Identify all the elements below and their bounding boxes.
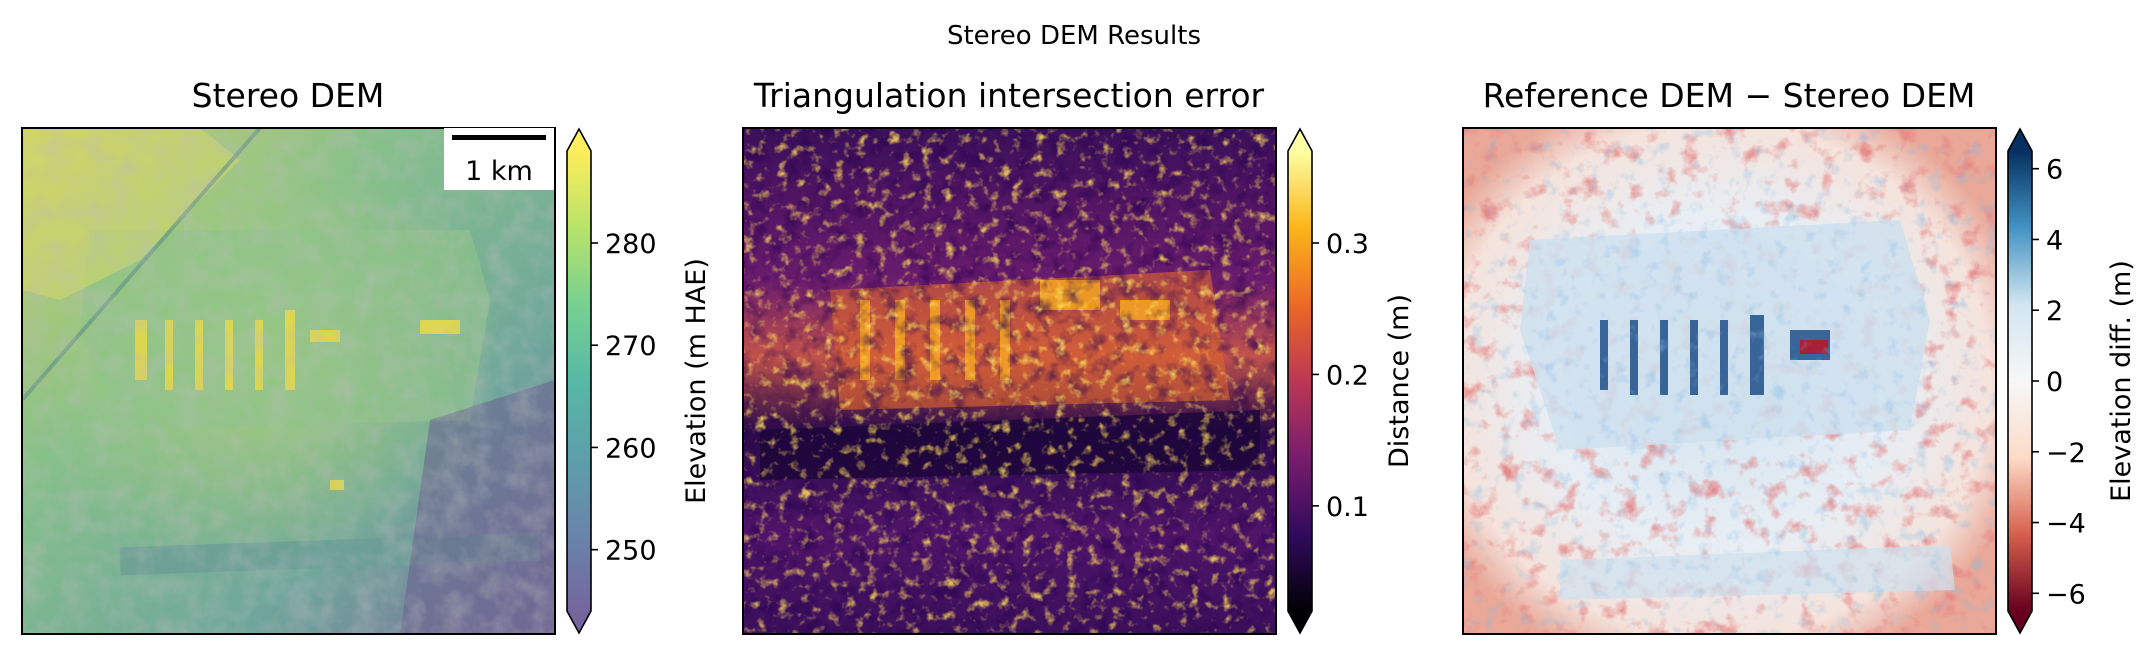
colorbar-extend-max [567, 129, 591, 151]
colorbar-extend-max [1288, 129, 1312, 151]
intersection-error-frame [742, 127, 1277, 635]
colorbar-outline [1287, 127, 1313, 635]
colorbar-outline [566, 127, 592, 635]
colorbar-tick-label: 270 [605, 331, 657, 362]
colorbar-extend-max [2008, 129, 2032, 151]
dem-difference-image [1463, 128, 1996, 634]
stereo-dem-image [22, 128, 555, 634]
colorbar-tick-label: 260 [605, 433, 657, 464]
scalebar-label: 1 km [465, 156, 533, 187]
intersection-error-image [743, 128, 1276, 634]
panel-stereo-dem: Stereo DEM [21, 76, 712, 635]
colorbar-outline [2007, 127, 2033, 635]
colorbar-label: Elevation diff. (m) [2106, 260, 2137, 502]
colorbar-tick-label: 0.2 [1326, 360, 1369, 391]
colorbar-gradient [1288, 151, 1312, 611]
dem-difference-frame [1462, 127, 1997, 635]
colorbar-elevation-diff: −6 −4 −2 0 2 4 6 Elevation diff. (m) [2007, 127, 2137, 635]
scalebar: 1 km [444, 128, 554, 190]
colorbar-tick-label: 0.3 [1326, 229, 1369, 260]
colorbar-extend-min [2008, 611, 2032, 633]
panel-dem-difference: Reference DEM − Stereo DEM −6 −4 −2 0 2 4 6 Ele… [1462, 76, 2137, 635]
colorbar-tick-label: 4 [2046, 225, 2063, 256]
colorbar-extend-min [1288, 611, 1312, 633]
colorbar-tick-label: 0 [2046, 367, 2063, 398]
panel-title-dem-difference: Reference DEM − Stereo DEM [1483, 76, 1976, 115]
colorbar-extend-min [567, 611, 591, 633]
colorbar-distance: 0.1 0.2 0.3 Distance (m) [1287, 127, 1415, 635]
colorbar-tick-label: 2 [2046, 296, 2063, 327]
colorbar-tick-label: −4 [2046, 509, 2086, 540]
colorbar-tick-label: 0.1 [1326, 492, 1369, 523]
colorbar-tick-label: 250 [605, 536, 657, 567]
colorbar-tick-label: 6 [2046, 155, 2063, 186]
colorbar-label: Elevation (m HAE) [681, 258, 712, 504]
colorbar-tick-label: −2 [2046, 438, 2086, 469]
panel-title-stereo-dem: Stereo DEM [192, 76, 385, 115]
panel-title-intersection-error: Triangulation intersection error [753, 76, 1265, 115]
colorbar-label: Distance (m) [1384, 294, 1415, 468]
colorbar-tick-label: −6 [2046, 579, 2086, 610]
colorbar-gradient [2008, 151, 2032, 611]
colorbar-gradient [567, 151, 591, 611]
colorbar-tick-label: 280 [605, 229, 657, 260]
stereo-dem-frame [21, 127, 556, 635]
panel-intersection-error: Triangulation intersection error 0.10.20… [742, 76, 1415, 635]
figure-suptitle: Stereo DEM Results [947, 21, 1201, 51]
colorbar-elevation: 250 260 270 280 Elevation (m HAE) [566, 127, 712, 635]
